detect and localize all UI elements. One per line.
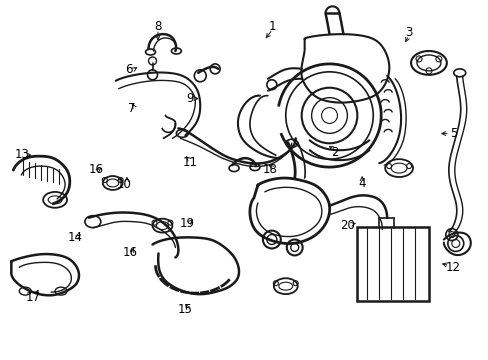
Text: 18: 18 xyxy=(262,163,277,176)
Text: 1: 1 xyxy=(268,20,276,33)
Text: 12: 12 xyxy=(445,261,460,274)
Text: 10: 10 xyxy=(116,178,131,191)
Text: 5: 5 xyxy=(449,127,456,140)
Text: 3: 3 xyxy=(405,26,412,39)
Text: 19: 19 xyxy=(179,217,194,230)
Text: 16: 16 xyxy=(122,246,138,258)
Text: 15: 15 xyxy=(177,303,192,316)
Text: 9: 9 xyxy=(186,92,193,105)
Text: 13: 13 xyxy=(14,148,29,162)
Text: 2: 2 xyxy=(330,146,338,159)
Text: 11: 11 xyxy=(182,156,197,169)
Text: 14: 14 xyxy=(68,231,82,244)
Text: 6: 6 xyxy=(125,63,132,76)
Text: 8: 8 xyxy=(154,20,162,33)
Text: 7: 7 xyxy=(128,102,135,115)
Text: 16: 16 xyxy=(88,163,103,176)
Text: 4: 4 xyxy=(358,177,365,190)
Text: 20: 20 xyxy=(340,219,354,232)
Text: 17: 17 xyxy=(25,291,41,304)
Bar xyxy=(357,227,428,301)
